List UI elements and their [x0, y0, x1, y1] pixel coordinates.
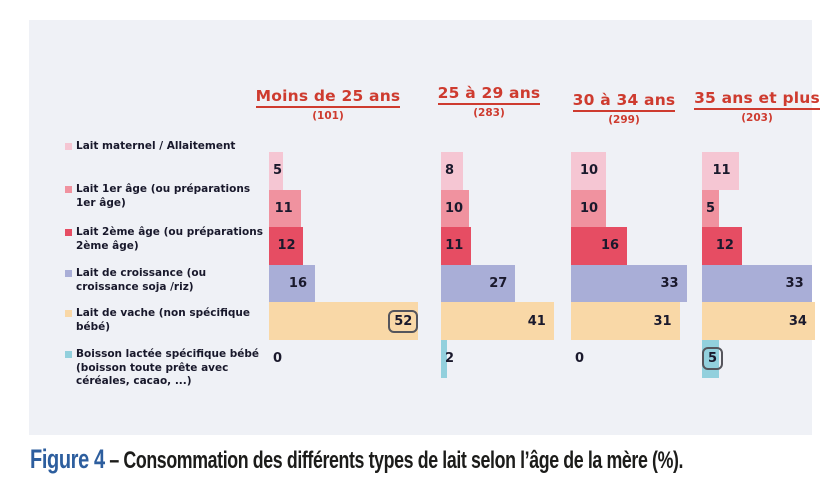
bar [571, 227, 627, 265]
bar-value-label: 5 [273, 163, 283, 179]
group-count: (203) [741, 112, 773, 124]
bar-value-label: 11 [712, 163, 731, 179]
bar-value-label: 34 [788, 313, 807, 329]
bar [269, 227, 304, 265]
legend-swatch [65, 270, 72, 277]
bar-value-label: 5 [706, 200, 716, 216]
legend-item: Lait de croissance (ou croissance soja /… [65, 267, 277, 294]
figure-caption-text: – Consommation des différents types de l… [104, 447, 684, 474]
bar-value-label: 52 [388, 302, 419, 340]
bar-value-label: 2 [445, 351, 455, 367]
bar [702, 227, 742, 265]
bar-value-label: 10 [445, 200, 464, 216]
legend-label: Lait de vache (non spécifique bébé) [76, 307, 250, 333]
legend-swatch [65, 229, 72, 236]
group-title: 30 à 34 ans [572, 91, 676, 112]
bar [441, 340, 447, 378]
bar-value-label: 33 [785, 276, 804, 292]
bar [269, 189, 301, 228]
bar [269, 264, 315, 303]
bar [702, 264, 812, 303]
bar-value-label: 27 [489, 276, 508, 292]
figure-number: Figure 4 [30, 444, 105, 474]
bar-value-label: 16 [601, 238, 620, 254]
bar-value-label: 33 [660, 276, 679, 292]
bar-value-label: 16 [288, 276, 307, 292]
group-header: Moins de 25 ans (101) [233, 86, 423, 122]
bar-value-label: 8 [445, 163, 455, 179]
legend-item: Lait 1er âge (ou préparations 1er âge) [65, 183, 277, 210]
legend-item: Lait 2ème âge (ou préparations 2ème âge) [65, 226, 277, 253]
bar [702, 152, 739, 190]
figure-caption: Figure 4 – Consommation des différents t… [30, 444, 683, 475]
bar [702, 302, 815, 340]
bar [571, 264, 687, 303]
legend-label: Lait maternel / Allaitement [76, 140, 236, 152]
legend-label: Boisson lactée spécifique bébé (boisson … [76, 348, 260, 387]
legend-swatch [65, 310, 72, 317]
legend-swatch [65, 351, 72, 358]
bar [441, 264, 516, 303]
legend-item: Boisson lactée spécifique bébé (boisson … [65, 348, 277, 389]
group-header: 25 à 29 ans (283) [394, 83, 584, 119]
highlight-box: 52 [388, 309, 419, 333]
bar [441, 302, 554, 340]
bar-value-label: 5 [702, 340, 724, 378]
bar-value-label: 31 [653, 313, 672, 329]
bar [441, 227, 472, 265]
bar [441, 152, 463, 190]
legend-item: Lait maternel / Allaitement [65, 140, 277, 154]
bar-value-label: 11 [274, 200, 293, 216]
legend-label: Lait de croissance (ou croissance soja /… [76, 267, 207, 293]
legend-item: Lait de vache (non spécifique bébé) [65, 307, 277, 334]
bar [702, 189, 719, 228]
bar-value-label: 0 [575, 351, 585, 367]
bar-value-label: 10 [580, 163, 599, 179]
bar [269, 302, 419, 340]
legend-swatch [65, 143, 72, 150]
bar-value-label: 12 [277, 238, 296, 254]
bar-value-label: 11 [445, 238, 464, 254]
bar-value-label: 41 [527, 313, 546, 329]
group-title: Moins de 25 ans [255, 87, 401, 108]
bar-value-label: 12 [715, 238, 734, 254]
legend-label: Lait 1er âge (ou préparations 1er âge) [76, 183, 251, 209]
bar [571, 189, 606, 228]
legend-label: Lait 2ème âge (ou préparations 2ème âge) [76, 226, 263, 252]
highlight-box: 5 [702, 347, 724, 371]
chart-panel: Moins de 25 ans (101) 25 à 29 ans (283) 30 à… [29, 20, 820, 435]
group-title: 35 ans et plus [694, 89, 820, 110]
group-header: 35 ans et plus (203) [662, 88, 833, 124]
bar-value-label: 0 [273, 351, 283, 367]
bar-value-label: 10 [580, 200, 599, 216]
bar [269, 152, 284, 190]
group-title: 25 à 29 ans [437, 84, 541, 105]
group-count: (283) [473, 107, 505, 119]
group-count: (299) [608, 114, 640, 126]
group-count: (101) [312, 110, 344, 122]
bar [571, 152, 606, 190]
legend-swatch [65, 186, 72, 193]
bar [441, 189, 469, 228]
bar [571, 302, 680, 340]
group-header: 30 à 34 ans (299) [529, 90, 719, 126]
